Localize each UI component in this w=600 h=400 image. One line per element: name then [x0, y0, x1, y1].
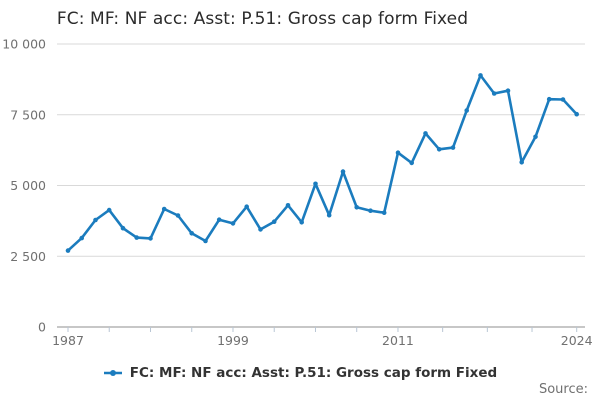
data-line [66, 74, 579, 252]
data-point-marker [519, 160, 524, 165]
y-tick-label: 7 500 [10, 107, 46, 122]
data-point-marker [120, 225, 126, 231]
data-point-marker [244, 204, 249, 209]
y-tick-label: 10 000 [2, 37, 46, 52]
data-point-marker [574, 111, 579, 117]
data-point-marker [436, 147, 442, 152]
data-point-marker [230, 221, 236, 226]
data-point-marker [93, 217, 98, 223]
data-point-marker [464, 108, 470, 113]
data-point-marker [134, 235, 139, 240]
data-point-marker [450, 145, 456, 150]
y-tick-label: 5 000 [10, 178, 46, 193]
source-label: Source: [538, 382, 588, 397]
data-point-marker [65, 248, 71, 253]
data-point-marker [216, 217, 222, 222]
y-tick-label: 2 500 [10, 249, 46, 264]
data-point-marker [505, 88, 511, 93]
data-point-marker [533, 134, 538, 140]
x-tick-label: 1999 [217, 333, 249, 348]
chart-title: FC: MF: NF acc: Asst: P.51: Gross cap fo… [56, 9, 469, 29]
data-point-marker [258, 227, 263, 232]
legend-label: FC: MF: NF acc: Asst: P.51: Gross cap fo… [129, 365, 498, 381]
legend-line-marker-icon [103, 370, 122, 376]
line-chart-plot: 0 2 500 5 000 7 500 10 000 1987 1999 2011 2024 [2, 37, 593, 349]
legend: FC: MF: NF acc: Asst: P.51: Gross cap fo… [0, 363, 600, 383]
data-point-marker [79, 235, 84, 241]
data-point-marker [313, 181, 318, 187]
data-point-marker [546, 96, 552, 102]
data-point-marker [326, 212, 332, 218]
data-point-marker [340, 169, 346, 174]
data-point-marker [478, 73, 483, 78]
data-point-marker [354, 205, 360, 210]
x-tick-label: 2024 [561, 333, 593, 348]
data-point-marker [161, 206, 167, 212]
data-point-marker [368, 208, 373, 213]
data-point-marker [106, 207, 112, 213]
data-point-marker [285, 203, 291, 208]
data-point-marker [203, 238, 208, 244]
data-point-marker [423, 131, 428, 136]
x-tick-label: 1987 [52, 333, 84, 348]
data-point-marker [491, 91, 497, 96]
data-point-marker [560, 97, 566, 102]
data-point-marker [148, 236, 153, 241]
y-tick-label: 0 [38, 320, 46, 335]
data-point-marker [381, 210, 387, 215]
data-point-marker [271, 219, 277, 224]
data-point-marker [409, 160, 415, 166]
x-tick-label: 2011 [382, 333, 414, 348]
data-point-marker [299, 220, 305, 225]
data-point-marker [175, 213, 181, 218]
data-point-marker [189, 231, 194, 236]
data-point-marker [395, 150, 401, 155]
